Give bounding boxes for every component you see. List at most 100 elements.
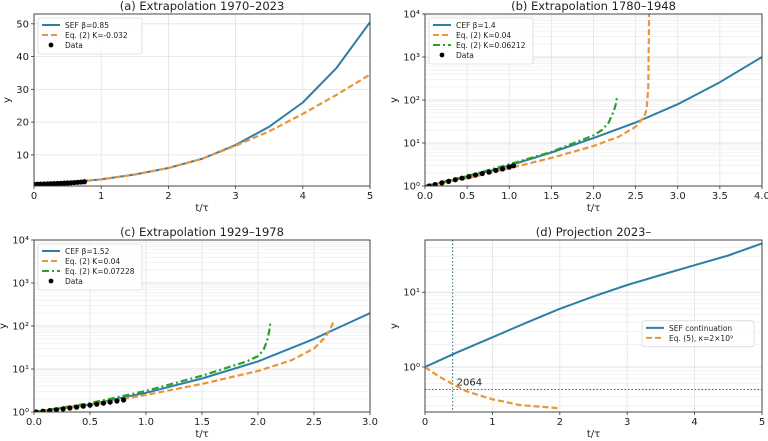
legend-entry: Eq. (2) K=-0.032 [65, 31, 128, 40]
x-tick-label: 4.0 [754, 191, 768, 202]
legend-entry: Eq. (2) K=0.06212 [456, 41, 526, 50]
x-tick-label: 3.5 [712, 191, 728, 202]
series-line-3 [425, 96, 619, 186]
data-point [94, 401, 100, 407]
y-tick-label: 40 [16, 52, 29, 63]
x-tick-label: 2.5 [628, 191, 644, 202]
data-point [100, 400, 107, 406]
y-tick-label: 10⁰ [403, 362, 420, 373]
panel-2: 0.0 0.5 1.0 1.5 2.0 2.5 3.0 3.5 4.0 10⁰ 10¹ 10² 10³ 1… [389, 0, 768, 214]
legend-entry: SEF continuation [669, 324, 732, 333]
data-point [80, 403, 86, 409]
chart-title: (b) Extrapolation 1780–1948 [511, 0, 676, 13]
legend-marker [439, 52, 445, 58]
data-point [493, 167, 499, 174]
x-tick-label: 5 [759, 417, 765, 428]
y-axis-label: y [2, 97, 13, 103]
panel-3: 0.0 0.5 1.0 1.5 2.0 2.5 3.0 10⁰ 10¹ 10² 10³ 10⁴ (c) … [0, 225, 378, 440]
series-line-2 [425, 366, 560, 410]
series-line-1 [425, 242, 762, 368]
x-tick-label: 3 [624, 417, 630, 428]
legend-entry: CEF β=1.4 [456, 21, 496, 30]
y-tick-label: 20 [16, 118, 29, 129]
data-point [510, 163, 517, 169]
y-tick-label: 10³ [12, 279, 29, 290]
x-tick-label: 4 [300, 191, 306, 202]
data-point [114, 398, 120, 404]
y-tick-label: 10⁴ [403, 10, 420, 21]
data-point [121, 397, 127, 403]
series-group [34, 21, 370, 186]
x-tick-label: 0 [31, 191, 37, 202]
data-point [445, 178, 452, 184]
x-tick-label: 4 [691, 417, 697, 428]
chart-title: (a) Extrapolation 1970–2023 [120, 0, 285, 13]
series-group [425, 14, 762, 186]
y-tick-label: 10¹ [12, 365, 29, 376]
y-axis-label: y [389, 97, 400, 103]
series-group [425, 242, 762, 410]
y-tick-label: 10² [12, 322, 29, 333]
y-axis-label: y [389, 323, 400, 329]
grid [33, 240, 371, 413]
y-tick-label: 10⁴ [12, 236, 29, 247]
legend-entry: Data [65, 277, 83, 286]
x-tick-label: 1.5 [194, 417, 210, 428]
axes-frame [424, 239, 763, 413]
data-point [87, 402, 93, 408]
legend-entry: Eq. (2) K=0.04 [456, 31, 511, 40]
x-tick-label: 2.0 [586, 191, 602, 202]
legend-marker [48, 278, 54, 284]
x-tick-label: 0.0 [26, 417, 42, 428]
legend-marker [48, 42, 54, 48]
legend-entry: Data [456, 51, 474, 60]
data-point [47, 407, 53, 412]
x-tick-label: 2 [557, 417, 563, 428]
series-group [34, 312, 370, 412]
x-tick-label: 1 [489, 417, 495, 428]
data-point [459, 175, 465, 181]
x-tick-label: 3 [232, 191, 238, 202]
y-tick-label: 10² [403, 96, 420, 107]
legend-entry: Eq. (2) K=0.07228 [65, 267, 135, 276]
data-point [81, 179, 87, 185]
data-point [452, 177, 458, 183]
legend-entry: CEF β=1.52 [65, 247, 110, 256]
chart-title: (d) Projection 2023– [536, 225, 652, 239]
panel-1: 0 1 2 3 4 5 10 20 30 40 50 (a) Extrapolation 1970–2… [2, 0, 373, 214]
data-point [107, 399, 113, 405]
legend-entry: Eq. (5), κ=2×10⁹ [669, 334, 733, 343]
legend-entry: Eq. (2) K=0.04 [65, 257, 120, 266]
x-tick-label: 3.0 [670, 191, 686, 202]
y-tick-label: 10¹ [403, 139, 420, 150]
x-axis-label: t/τ [195, 429, 208, 440]
y-tick-label: 10⁰ [12, 408, 29, 419]
y-axis-label: y [0, 323, 9, 329]
data-point [486, 169, 492, 175]
y-tick-label: 10⁰ [403, 182, 420, 193]
data-point [466, 174, 472, 180]
axes-frame [33, 13, 371, 187]
series-line-2 [34, 73, 370, 186]
data-point [439, 180, 445, 186]
y-tick-label: 10³ [403, 53, 420, 64]
x-tick-label: 1 [98, 191, 104, 202]
data-point [432, 181, 438, 186]
data-point [506, 164, 512, 170]
legend-entry: Data [65, 41, 83, 50]
x-tick-label: 5 [367, 191, 373, 202]
panel-4: 2064 0 1 2 3 4 5 10⁰ 10¹ (d) Projection 2023– t/τ y… [389, 225, 765, 440]
x-tick-label: 1.0 [501, 191, 517, 202]
data-point [499, 166, 506, 172]
x-axis-label: t/τ [587, 429, 600, 440]
x-tick-label: 0.5 [459, 191, 475, 202]
data-point [426, 183, 432, 186]
data-point [73, 404, 80, 410]
data-point [60, 406, 66, 412]
x-tick-label: 3.0 [362, 417, 378, 428]
data-point [53, 407, 59, 412]
